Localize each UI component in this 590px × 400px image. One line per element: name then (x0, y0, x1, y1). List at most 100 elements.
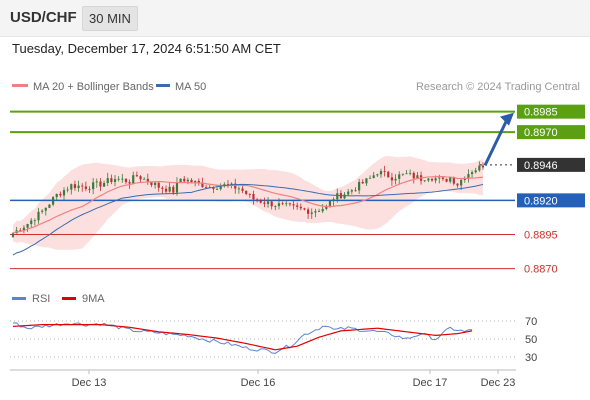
candle-body (70, 184, 73, 190)
candle-body (237, 188, 240, 190)
candle-body (88, 188, 91, 190)
candle-body (30, 220, 33, 224)
rsi-legend-swatch (12, 297, 26, 300)
candle-body (394, 178, 397, 181)
candle-body (212, 187, 215, 190)
candle-body (161, 187, 164, 189)
ma20-legend-swatch (12, 84, 28, 87)
candle-body (292, 204, 295, 206)
candle-body (164, 188, 168, 192)
candle-body (328, 200, 332, 206)
candle-body (92, 182, 95, 190)
candle-body (37, 211, 40, 221)
candle-body (317, 211, 321, 212)
ma9-legend-swatch (62, 297, 76, 300)
candle-body (409, 172, 412, 174)
price-level-label-2: 0.8946 (524, 160, 558, 172)
candle-body (205, 187, 208, 188)
candle-body (383, 171, 386, 172)
price-level-label-4: 0.8895 (524, 229, 558, 241)
timeframe-button[interactable]: 30 MIN (82, 6, 138, 31)
candle-body (350, 190, 353, 192)
candle-body (190, 179, 193, 183)
candle-body (361, 182, 364, 184)
candle-body (26, 223, 29, 228)
candle-body (463, 178, 466, 180)
candle-body (179, 178, 182, 183)
x-tick-label-3: Dec 23 (481, 377, 516, 389)
candle-body (445, 178, 448, 182)
price-level-badge-3 (517, 193, 585, 208)
x-tick-label-0: Dec 13 (72, 377, 107, 389)
candle-body (263, 202, 266, 204)
candle-body (474, 170, 477, 173)
candle-body (172, 186, 175, 193)
rsi-tick-label-50: 50 (525, 334, 537, 346)
candle-body (62, 190, 66, 196)
candle-body (449, 177, 452, 182)
price-level-label-0: 0.8985 (524, 107, 558, 119)
candle-body (234, 183, 237, 189)
symbol-title: USD/CHF (10, 9, 77, 26)
candle-body (44, 207, 47, 211)
candle-body (376, 174, 379, 176)
candle-body (186, 179, 189, 182)
candle-body (438, 177, 441, 179)
candle-body (19, 230, 22, 232)
candle-body (467, 174, 470, 179)
candle-body (124, 178, 128, 183)
candle-body (303, 208, 306, 210)
candle-body (33, 220, 36, 222)
candle-body (281, 203, 284, 205)
candle-body (175, 182, 179, 193)
candle-body (59, 193, 62, 196)
candle-body (157, 182, 160, 188)
candle-body (434, 178, 437, 181)
candle-body (347, 191, 350, 195)
candle-body (368, 177, 372, 179)
candle-body (456, 183, 459, 186)
candle-body (387, 171, 390, 178)
price-level-badge-0 (517, 104, 585, 119)
candle-body (55, 193, 58, 198)
bollinger-band (13, 155, 483, 251)
rsi-series-rsi (12, 322, 473, 354)
price-level-label-5: 0.8870 (524, 264, 558, 276)
x-tick-label-2: Dec 17 (413, 377, 448, 389)
rsi-tick-label-30: 30 (525, 352, 537, 364)
price-level-badge-2 (517, 157, 585, 172)
candle-body (423, 180, 426, 182)
candle-body (398, 174, 401, 179)
candle-body (307, 209, 310, 214)
candle-body (51, 197, 55, 205)
candle-body (41, 210, 44, 212)
candle-body (481, 165, 485, 168)
candle-body (274, 206, 277, 207)
candle-body (146, 178, 149, 183)
candle-body (102, 183, 106, 187)
candle-body (215, 189, 219, 190)
candle-body (296, 205, 299, 207)
candle-body (336, 193, 339, 200)
candle-body (321, 208, 324, 212)
price-level-badge-1 (517, 125, 585, 140)
rsi-legend-label: RSI (32, 293, 50, 305)
candle-body (168, 186, 171, 192)
candle-body (270, 201, 273, 207)
ma20-legend-label: MA 20 + Bollinger Bands (33, 81, 154, 93)
candle-body (143, 178, 146, 180)
rsi-tick-label-70: 70 (525, 316, 537, 328)
candle-body (113, 179, 117, 183)
candle-body (226, 184, 230, 186)
candle-body (332, 199, 335, 201)
candle-body (354, 190, 357, 192)
candle-body (379, 171, 383, 175)
candle-body (452, 177, 455, 184)
ma20-line (12, 175, 484, 234)
chart-header: USD/CHF 30 MIN (0, 0, 590, 37)
ma50-legend-label: MA 50 (175, 81, 206, 93)
candle-body (66, 189, 69, 191)
candle-body (197, 180, 200, 183)
candle-body (310, 212, 313, 214)
candle-body (84, 186, 87, 189)
